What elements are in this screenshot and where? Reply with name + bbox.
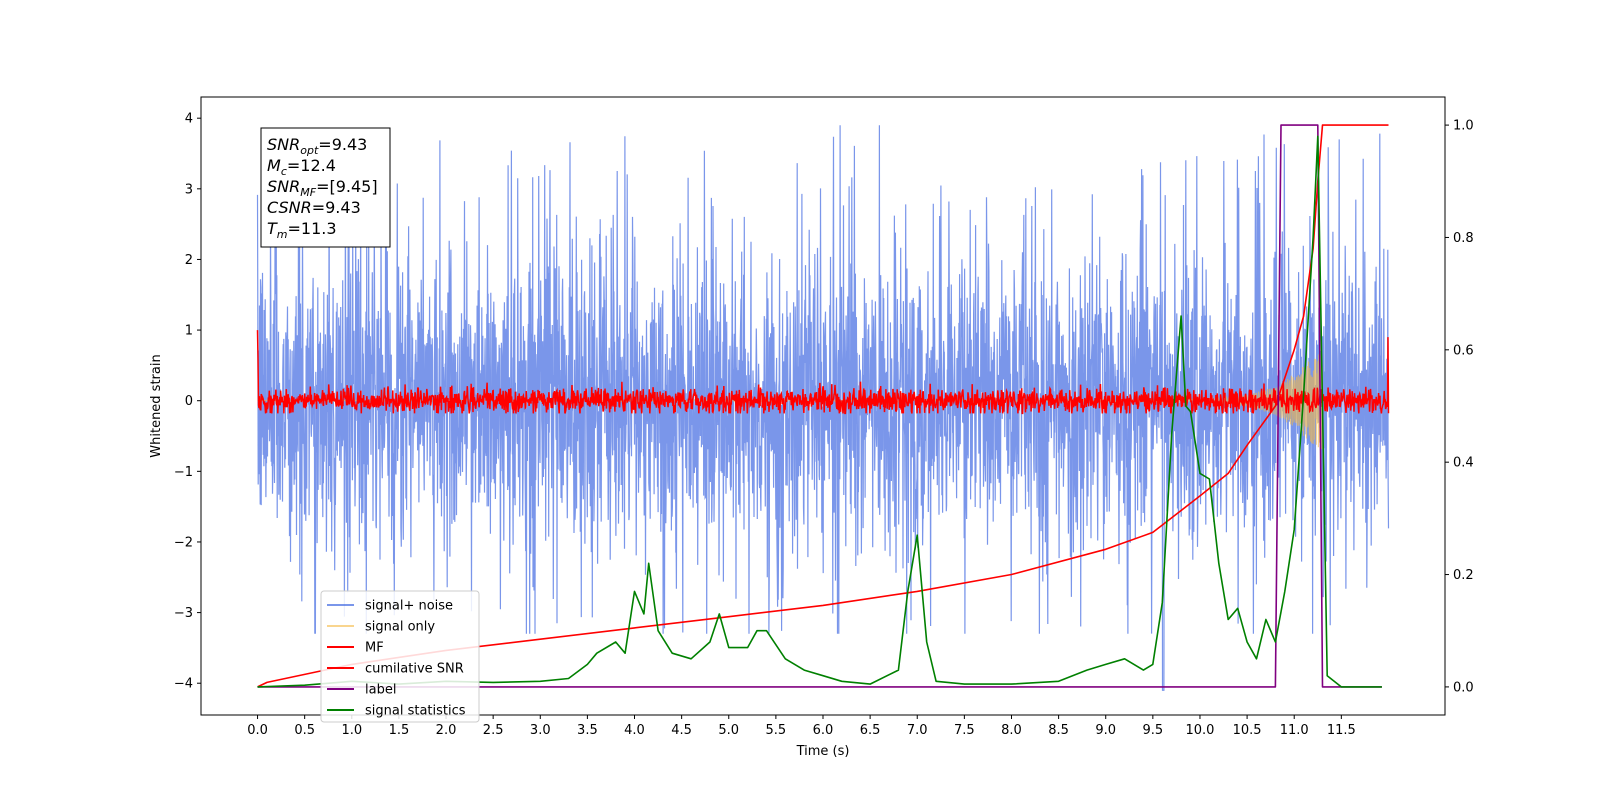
annotation-line: SNRopt=9.43 [267,135,367,157]
series-cumulative-snr-line [257,124,1389,688]
annotation-value: =[9.45] [316,177,378,196]
x-tick-label: 10.5 [1233,723,1262,738]
annotation-symbol: T [267,219,278,238]
y2-tick-label: 1.0 [1453,119,1474,134]
legend-frame [320,590,480,723]
x-tick-label: 6.0 [813,723,834,738]
series-signal-plus-noise-line [256,125,1390,691]
legend-label: signal only [365,620,435,635]
annotation-subscript: opt [300,144,319,157]
x-tick-label: 7.5 [954,723,975,738]
annotation-subscript: m [277,228,288,241]
plot-area [256,124,1390,691]
y2-tick-label: 0.8 [1453,231,1474,246]
y-tick-label: −4 [174,677,193,692]
x-tick-label: 0.5 [294,723,315,738]
annotation-symbol: CSNR [267,198,312,217]
annotation-line: Tm=11.3 [267,219,337,241]
y-axis-left: 4 3 2 1 0 −1 −2 −3 −4 [174,112,201,692]
x-tick-label: 6.5 [860,723,881,738]
x-tick-label: 1.0 [341,723,362,738]
annotation-symbol: SNR [267,135,300,154]
y-tick-label: −2 [174,535,193,550]
series-signal-statistics-line [257,135,1382,688]
x-tick-label: 3.0 [530,723,551,738]
x-axis: 0.0 0.5 1.0 1.5 2.0 2.5 3.0 3.5 4.0 4.5 5.0 5.5 6.0 6… [247,715,1356,738]
annotation-line: CSNR=9.43 [267,198,361,217]
legend-label: label [365,683,396,698]
x-tick-label: 2.0 [436,723,457,738]
y-tick-label: 2 [185,253,193,268]
x-tick-label: 5.5 [766,723,787,738]
x-tick-label: 3.5 [577,723,598,738]
annotation-line: SNRMF=[9.45] [267,177,378,199]
x-tick-label: 9.5 [1143,723,1164,738]
x-tick-label: 7.0 [907,723,928,738]
y-tick-label: −1 [174,465,193,480]
annotation-value: =12.4 [287,156,336,175]
annotation-frame [260,127,391,248]
y-tick-label: 0 [185,394,193,409]
annotation-subscript: MF [300,186,316,199]
legend-label: MF [365,641,384,656]
series-mf-line [256,330,1390,415]
annotation-value: =9.43 [318,135,367,154]
annotation-symbol: SNR [267,177,300,196]
legend: signal+ noise signal only MF cumilative SNR… [320,590,480,723]
series-label-line [257,124,1382,688]
annotation-symbol: M [267,156,281,175]
x-tick-label: 4.0 [624,723,645,738]
y-axis-label: Whitened strain [149,354,164,457]
y-tick-label: −3 [174,606,193,621]
y2-tick-label: 0.2 [1453,568,1474,583]
y-tick-label: 3 [185,182,193,197]
annotation-subscript: c [281,165,287,178]
x-tick-label: 2.5 [483,723,504,738]
x-tick-label: 0.0 [247,723,268,738]
annotation-value: =11.3 [288,219,337,238]
y-axis-right: 1.0 0.8 0.6 0.4 0.2 0.0 [1445,119,1474,695]
x-tick-label: 4.5 [671,723,692,738]
y2-tick-label: 0.4 [1453,456,1474,471]
x-axis-label: Time (s) [796,744,850,759]
x-tick-label: 9.0 [1095,723,1116,738]
legend-label: cumilative SNR [365,662,464,677]
x-tick-label: 5.0 [718,723,739,738]
legend-label: signal+ noise [365,599,453,614]
y-tick-label: 4 [185,112,193,127]
annotation-value: =9.43 [312,198,361,217]
x-tick-label: 11.5 [1327,723,1356,738]
x-tick-label: 8.0 [1001,723,1022,738]
x-tick-label: 8.5 [1048,723,1069,738]
y-tick-label: 1 [185,324,193,339]
x-tick-label: 1.5 [389,723,410,738]
y2-tick-label: 0.0 [1453,680,1474,695]
annotation-box: SNRopt=9.43Mc=12.4SNRMF=[9.45]CSNR=9.43T… [260,127,391,248]
x-tick-label: 10.0 [1185,723,1214,738]
x-tick-label: 11.0 [1280,723,1309,738]
y2-tick-label: 0.6 [1453,343,1474,358]
annotation-line: Mc=12.4 [267,156,336,178]
legend-label: signal statistics [365,704,466,719]
